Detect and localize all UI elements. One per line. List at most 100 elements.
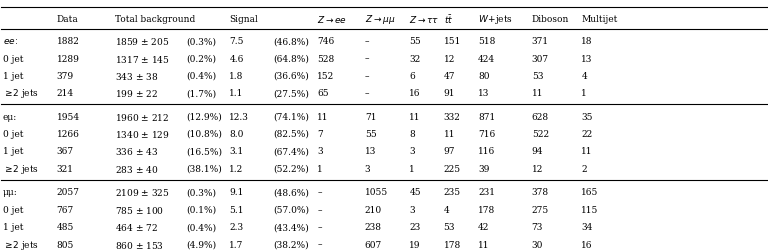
- Text: 332: 332: [444, 112, 461, 122]
- Text: 1: 1: [409, 165, 415, 174]
- Text: Diboson: Diboson: [531, 15, 569, 24]
- Text: 8.0: 8.0: [230, 130, 243, 139]
- Text: 767: 767: [57, 206, 74, 215]
- Text: 45: 45: [409, 188, 421, 197]
- Text: 371: 371: [531, 37, 549, 46]
- Text: 378: 378: [531, 188, 549, 197]
- Text: 1340 $\pm$ 129: 1340 $\pm$ 129: [114, 129, 169, 140]
- Text: (10.8%): (10.8%): [187, 130, 223, 139]
- Text: 55: 55: [409, 37, 421, 46]
- Text: 3: 3: [365, 165, 370, 174]
- Text: 860 $\pm$ 153: 860 $\pm$ 153: [114, 240, 164, 250]
- Text: (38.2%): (38.2%): [273, 240, 309, 250]
- Text: 73: 73: [531, 223, 543, 232]
- Text: 2.3: 2.3: [230, 223, 243, 232]
- Text: 1882: 1882: [57, 37, 79, 46]
- Text: 7: 7: [317, 130, 323, 139]
- Text: 4: 4: [581, 72, 588, 81]
- Text: 13: 13: [581, 54, 593, 64]
- Text: 785 $\pm$ 100: 785 $\pm$ 100: [114, 205, 164, 216]
- Text: 55: 55: [365, 130, 376, 139]
- Text: 1.8: 1.8: [230, 72, 243, 81]
- Text: 91: 91: [444, 90, 455, 98]
- Text: $\geq\!2$ jets: $\geq\!2$ jets: [3, 88, 39, 101]
- Text: 343 $\pm$ 38: 343 $\pm$ 38: [114, 71, 157, 82]
- Text: (0.3%): (0.3%): [187, 37, 217, 46]
- Text: (43.4%): (43.4%): [273, 223, 309, 232]
- Text: 12.3: 12.3: [230, 112, 250, 122]
- Text: 3: 3: [317, 147, 323, 156]
- Text: 1859 $\pm$ 205: 1859 $\pm$ 205: [114, 36, 169, 47]
- Text: 5.1: 5.1: [230, 206, 244, 215]
- Text: 528: 528: [317, 54, 335, 64]
- Text: 1266: 1266: [57, 130, 79, 139]
- Text: 11: 11: [531, 90, 543, 98]
- Text: 3.1: 3.1: [230, 147, 243, 156]
- Text: 35: 35: [581, 112, 593, 122]
- Text: $\geq\!2$ jets: $\geq\!2$ jets: [3, 238, 39, 250]
- Text: Multijet: Multijet: [581, 15, 617, 24]
- Text: 1.7: 1.7: [230, 240, 243, 250]
- Text: 628: 628: [531, 112, 549, 122]
- Text: 11: 11: [317, 112, 329, 122]
- Text: 115: 115: [581, 206, 599, 215]
- Text: 30: 30: [531, 240, 543, 250]
- Text: Total background: Total background: [114, 15, 195, 24]
- Text: 151: 151: [444, 37, 461, 46]
- Text: –: –: [365, 37, 369, 46]
- Text: 11: 11: [409, 112, 421, 122]
- Text: 1960 $\pm$ 212: 1960 $\pm$ 212: [114, 112, 169, 122]
- Text: 379: 379: [57, 72, 74, 81]
- Text: 0 jet: 0 jet: [3, 206, 23, 215]
- Text: (0.1%): (0.1%): [187, 206, 217, 215]
- Text: –: –: [365, 90, 369, 98]
- Text: 214: 214: [57, 90, 74, 98]
- Text: 18: 18: [581, 37, 593, 46]
- Text: 1 jet: 1 jet: [3, 72, 23, 81]
- Text: (48.6%): (48.6%): [273, 188, 309, 197]
- Text: –: –: [317, 188, 322, 197]
- Text: (36.6%): (36.6%): [273, 72, 309, 81]
- Text: 80: 80: [478, 72, 490, 81]
- Text: 1.2: 1.2: [230, 165, 243, 174]
- Text: 65: 65: [317, 90, 329, 98]
- Text: 16: 16: [409, 90, 421, 98]
- Text: 152: 152: [317, 72, 335, 81]
- Text: –: –: [317, 206, 322, 215]
- Text: $ee\!:$: $ee\!:$: [3, 37, 18, 46]
- Text: 0 jet: 0 jet: [3, 54, 23, 64]
- Text: 2109 $\pm$ 325: 2109 $\pm$ 325: [114, 187, 170, 198]
- Text: (64.8%): (64.8%): [273, 54, 309, 64]
- Text: 1: 1: [581, 90, 588, 98]
- Text: 199 $\pm$ 22: 199 $\pm$ 22: [114, 88, 157, 100]
- Text: eμ:: eμ:: [3, 112, 17, 122]
- Text: 4.6: 4.6: [230, 54, 243, 64]
- Text: 16: 16: [581, 240, 593, 250]
- Text: 336 $\pm$ 43: 336 $\pm$ 43: [114, 146, 157, 157]
- Text: 178: 178: [444, 240, 461, 250]
- Text: 805: 805: [57, 240, 74, 250]
- Text: (67.4%): (67.4%): [273, 147, 309, 156]
- Text: 1 jet: 1 jet: [3, 147, 23, 156]
- Text: 1954: 1954: [57, 112, 80, 122]
- Text: 2057: 2057: [57, 188, 79, 197]
- Text: 178: 178: [478, 206, 495, 215]
- Text: 1.1: 1.1: [230, 90, 243, 98]
- Text: (52.2%): (52.2%): [273, 165, 309, 174]
- Text: 321: 321: [57, 165, 74, 174]
- Text: –: –: [365, 54, 369, 64]
- Text: 1289: 1289: [57, 54, 79, 64]
- Text: 11: 11: [581, 147, 593, 156]
- Text: 716: 716: [478, 130, 495, 139]
- Text: 871: 871: [478, 112, 495, 122]
- Text: –: –: [317, 240, 322, 250]
- Text: 4: 4: [444, 206, 449, 215]
- Text: $W\!+\!$jets: $W\!+\!$jets: [478, 13, 513, 26]
- Text: 19: 19: [409, 240, 421, 250]
- Text: $\geq\!2$ jets: $\geq\!2$ jets: [3, 163, 39, 176]
- Text: 11: 11: [478, 240, 490, 250]
- Text: (46.8%): (46.8%): [273, 37, 309, 46]
- Text: 3: 3: [409, 206, 415, 215]
- Text: 225: 225: [444, 165, 461, 174]
- Text: 47: 47: [444, 72, 455, 81]
